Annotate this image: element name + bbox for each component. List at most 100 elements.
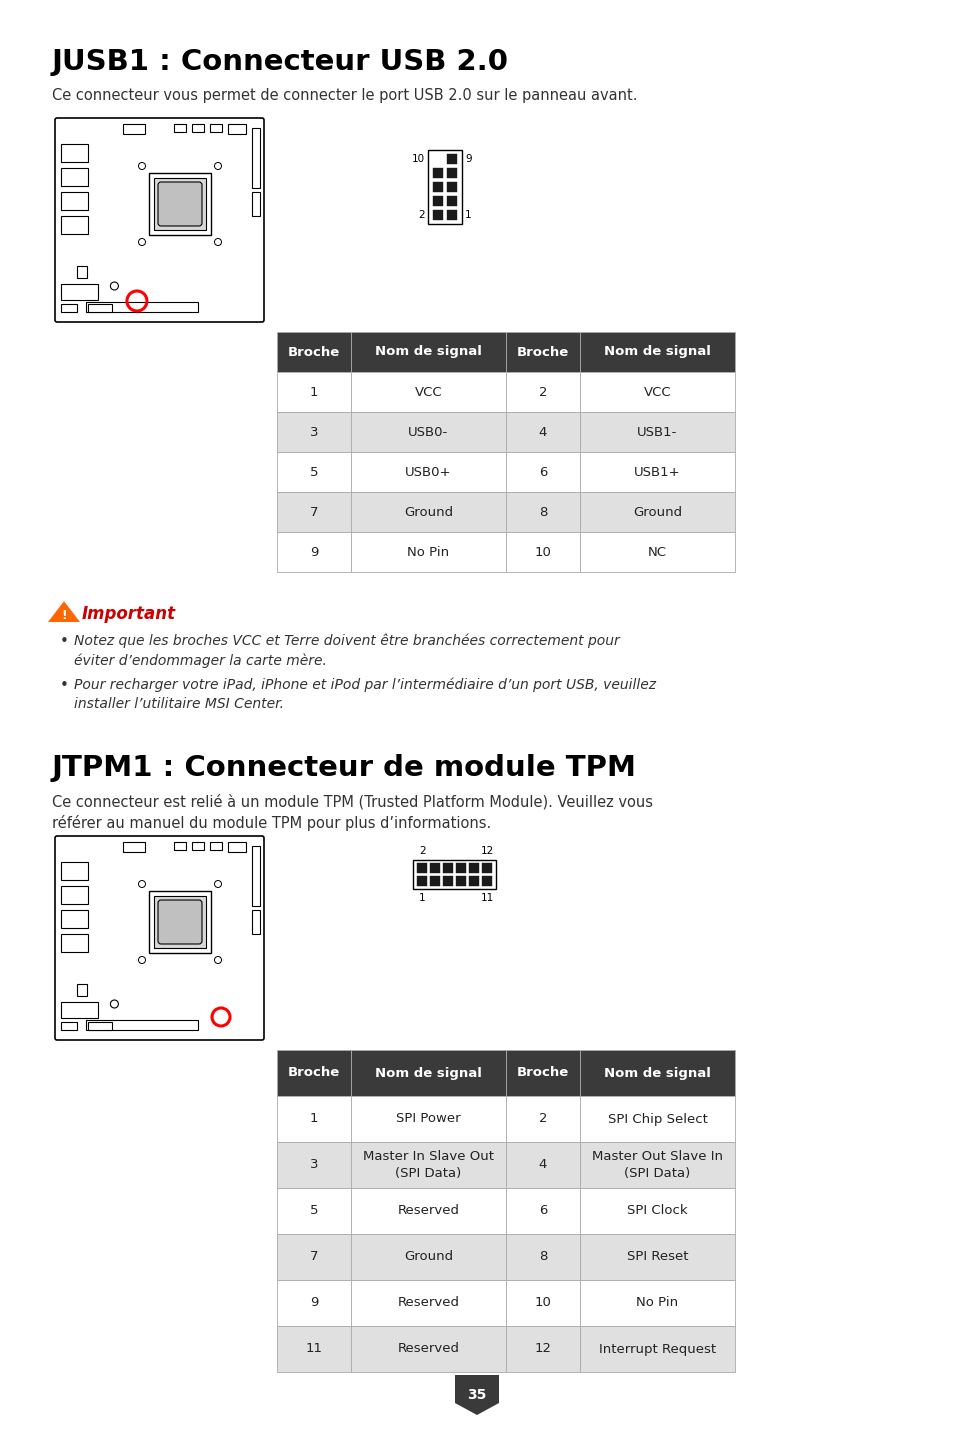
Bar bbox=[61, 1002, 98, 1018]
Bar bbox=[86, 302, 198, 312]
Bar bbox=[351, 1326, 505, 1372]
Text: Broche: Broche bbox=[288, 345, 340, 358]
Bar bbox=[456, 876, 466, 886]
Text: VCC: VCC bbox=[415, 385, 442, 398]
Text: 35: 35 bbox=[467, 1388, 486, 1402]
Bar bbox=[252, 192, 260, 216]
Bar bbox=[430, 863, 440, 874]
Circle shape bbox=[214, 162, 221, 169]
Text: 12: 12 bbox=[534, 1343, 551, 1356]
Bar bbox=[276, 493, 351, 533]
Bar bbox=[61, 1022, 77, 1030]
Bar bbox=[252, 846, 260, 906]
Text: 9: 9 bbox=[464, 155, 471, 165]
Bar bbox=[447, 155, 456, 165]
Bar bbox=[428, 150, 461, 223]
Text: 10: 10 bbox=[412, 155, 424, 165]
Bar bbox=[351, 332, 505, 372]
Text: 8: 8 bbox=[538, 1250, 547, 1263]
Text: 10: 10 bbox=[534, 1296, 551, 1309]
Bar bbox=[456, 863, 466, 874]
Circle shape bbox=[214, 881, 221, 888]
Bar bbox=[579, 533, 734, 571]
Bar bbox=[351, 1141, 505, 1189]
Bar bbox=[469, 876, 479, 886]
Bar bbox=[276, 1189, 351, 1234]
Bar bbox=[433, 211, 442, 221]
Circle shape bbox=[138, 957, 146, 964]
Text: 9: 9 bbox=[310, 1296, 318, 1309]
Text: 4: 4 bbox=[538, 425, 547, 438]
Text: No Pin: No Pin bbox=[636, 1296, 678, 1309]
Bar bbox=[579, 1326, 734, 1372]
Bar bbox=[276, 332, 351, 372]
Bar bbox=[579, 372, 734, 412]
Bar bbox=[447, 182, 456, 192]
Text: Nom de signal: Nom de signal bbox=[375, 345, 481, 358]
Text: 7: 7 bbox=[310, 505, 318, 518]
Bar bbox=[443, 876, 453, 886]
Text: 1: 1 bbox=[418, 894, 425, 904]
Bar bbox=[579, 1050, 734, 1095]
Bar bbox=[153, 178, 206, 231]
Bar bbox=[505, 1234, 579, 1280]
Bar bbox=[579, 1280, 734, 1326]
Bar bbox=[505, 1050, 579, 1095]
Bar bbox=[61, 216, 88, 233]
Circle shape bbox=[138, 162, 146, 169]
Bar bbox=[433, 196, 442, 206]
Bar bbox=[505, 1095, 579, 1141]
Bar bbox=[505, 1326, 579, 1372]
Bar bbox=[61, 934, 88, 952]
Bar bbox=[482, 863, 492, 874]
Bar bbox=[579, 493, 734, 533]
Bar bbox=[447, 211, 456, 221]
Text: 7: 7 bbox=[310, 1250, 318, 1263]
Bar bbox=[447, 168, 456, 178]
Bar bbox=[252, 909, 260, 934]
Text: 2: 2 bbox=[418, 846, 425, 856]
Bar bbox=[351, 533, 505, 571]
Bar bbox=[505, 533, 579, 571]
Text: Broche: Broche bbox=[517, 1067, 569, 1080]
Text: Reserved: Reserved bbox=[397, 1296, 459, 1309]
Bar bbox=[61, 909, 88, 928]
Polygon shape bbox=[455, 1375, 498, 1415]
Bar bbox=[61, 886, 88, 904]
Bar bbox=[505, 412, 579, 453]
Bar bbox=[228, 125, 246, 135]
Bar bbox=[276, 533, 351, 571]
Text: 2: 2 bbox=[538, 385, 547, 398]
Circle shape bbox=[111, 1000, 118, 1008]
Bar bbox=[173, 125, 186, 132]
Text: 12: 12 bbox=[480, 846, 494, 856]
FancyBboxPatch shape bbox=[55, 117, 264, 322]
FancyBboxPatch shape bbox=[158, 182, 202, 226]
Text: 6: 6 bbox=[538, 465, 547, 478]
Bar bbox=[61, 192, 88, 211]
Bar bbox=[482, 876, 492, 886]
Bar bbox=[61, 145, 88, 162]
Text: Reserved: Reserved bbox=[397, 1343, 459, 1356]
Text: Reserved: Reserved bbox=[397, 1204, 459, 1217]
Bar bbox=[61, 284, 98, 299]
Text: SPI Clock: SPI Clock bbox=[626, 1204, 687, 1217]
Text: 8: 8 bbox=[538, 505, 547, 518]
Bar bbox=[351, 1050, 505, 1095]
Bar bbox=[579, 332, 734, 372]
Bar bbox=[579, 1234, 734, 1280]
Bar bbox=[276, 412, 351, 453]
Text: 1: 1 bbox=[310, 1113, 318, 1126]
Bar bbox=[579, 412, 734, 453]
Bar bbox=[433, 182, 442, 192]
Bar bbox=[123, 842, 145, 852]
Bar bbox=[443, 863, 453, 874]
Bar bbox=[505, 453, 579, 493]
Bar bbox=[505, 493, 579, 533]
Text: 5: 5 bbox=[310, 1204, 318, 1217]
Text: Broche: Broche bbox=[517, 345, 569, 358]
Bar bbox=[86, 1020, 198, 1030]
Bar bbox=[276, 1280, 351, 1326]
Bar bbox=[192, 842, 204, 851]
Text: USB0+: USB0+ bbox=[405, 465, 452, 478]
